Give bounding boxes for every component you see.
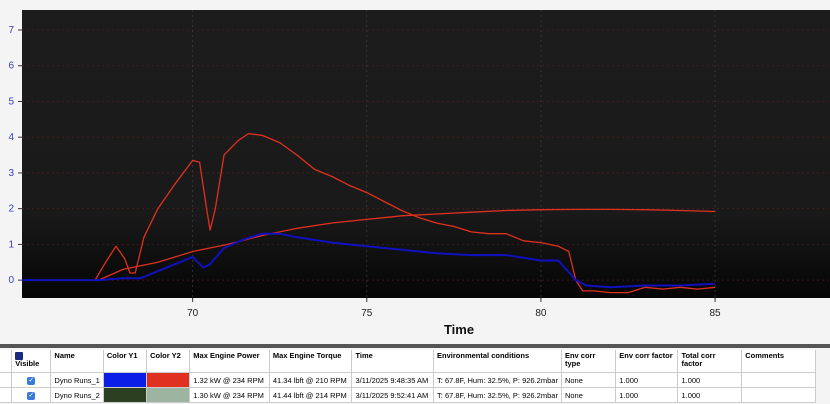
y-tick-label: 4 xyxy=(8,132,14,143)
column-header[interactable]: Max Engine Torque xyxy=(269,350,353,373)
comments-cell[interactable] xyxy=(741,372,816,388)
max-torque-cell: 41.44 lbft @ 214 RPM xyxy=(268,387,353,403)
total-corr-factor-cell: 1.000 xyxy=(677,372,743,388)
x-tick-label: 75 xyxy=(361,308,373,319)
x-tick-label: 85 xyxy=(710,308,722,319)
row-selector[interactable] xyxy=(0,372,13,388)
column-header[interactable]: Time xyxy=(351,350,435,373)
column-header-label: Name xyxy=(54,351,75,360)
visible-checkbox[interactable]: ✓ xyxy=(27,392,36,400)
visible-cell: ✓ xyxy=(11,372,52,388)
env-corr-type-cell: None xyxy=(560,387,617,403)
env-corr-factor-cell: 1.000 xyxy=(615,372,679,388)
dyno-chart: 0 1 2 3 4 5 6 7 70 75 80 85 Time xyxy=(8,10,830,337)
time-cell: 3/11/2025 9:48:35 AM xyxy=(351,372,435,388)
visible-checkbox[interactable]: ✓ xyxy=(27,377,36,385)
column-header[interactable]: Visible xyxy=(11,350,52,373)
color-y2-swatch[interactable] xyxy=(146,387,191,403)
total-corr-factor-cell: 1.000 xyxy=(677,387,743,403)
column-header[interactable]: Env corr factor xyxy=(615,350,679,373)
x-tick-label: 70 xyxy=(187,308,199,319)
column-header[interactable]: Total corr factor xyxy=(677,350,743,373)
y-tick-label: 2 xyxy=(8,204,14,215)
x-tick-label: 80 xyxy=(535,308,547,319)
column-header[interactable]: Comments xyxy=(741,350,816,373)
column-header-label: Max Engine Power xyxy=(193,351,260,360)
y-tick-label: 0 xyxy=(8,275,14,286)
y-tick-label: 5 xyxy=(8,96,14,107)
column-header-label: Color Y2 xyxy=(150,351,181,360)
column-header-label: Visible xyxy=(15,359,40,369)
color-y1-swatch[interactable] xyxy=(102,387,148,403)
y-tick-label: 7 xyxy=(8,25,14,36)
column-header[interactable]: Name xyxy=(50,350,104,373)
column-header[interactable]: Color Y1 xyxy=(103,350,148,373)
column-header-label: Max Engine Torque xyxy=(272,351,342,360)
series-line-2 xyxy=(22,208,716,281)
y-tick-label: 3 xyxy=(8,168,14,179)
name-cell: Dyno Runs_2 xyxy=(50,387,104,403)
column-header[interactable]: Env corr type xyxy=(561,350,617,373)
y-tick-label: 6 xyxy=(8,61,14,72)
name-cell: Dyno Runs_1 xyxy=(50,372,104,388)
runs-table: teVisible Name Color Y1 Color Y2 Max Engine … xyxy=(0,350,816,403)
series-line-1 xyxy=(22,132,716,294)
y-tick-label: 1 xyxy=(8,239,14,250)
splitter[interactable] xyxy=(0,344,830,348)
max-power-cell: 1.32 kW @ 234 RPM xyxy=(189,372,270,388)
plot-area[interactable] xyxy=(22,10,830,298)
table-row[interactable]: ✓ Dyno Runs_2 1.30 kW @ 234 RPM 41.44 lbft … xyxy=(0,387,816,403)
column-header-label: Comments xyxy=(745,351,785,360)
visible-cell: ✓ xyxy=(11,387,52,403)
color-y2-swatch[interactable] xyxy=(146,372,191,388)
env-conditions-cell: T: 67.8F, Hum: 32.5%, P: 926.2mbar xyxy=(433,387,562,403)
max-torque-cell: 41.34 lbft @ 210 RPM xyxy=(268,372,353,388)
column-header-label: Environmental conditions xyxy=(437,351,530,360)
series-line-3 xyxy=(22,232,716,289)
column-header-label: Time xyxy=(355,351,373,360)
row-selector[interactable] xyxy=(0,387,13,403)
env-corr-factor-cell: 1.000 xyxy=(615,387,679,403)
comments-cell[interactable] xyxy=(741,387,816,403)
time-cell: 3/11/2025 9:52:41 AM xyxy=(351,387,435,403)
column-header-label: Total corr factor xyxy=(681,351,716,368)
column-header-label: Env corr factor xyxy=(619,351,673,360)
x-axis-label: Time xyxy=(444,322,474,337)
max-power-cell: 1.30 kW @ 234 RPM xyxy=(189,387,270,403)
column-header[interactable]: te xyxy=(0,350,13,373)
env-conditions-cell: T: 67.8F, Hum: 32.5%, P: 926.2mbar xyxy=(433,372,562,388)
table-row[interactable]: ✓ Dyno Runs_1 1.32 kW @ 234 RPM 41.34 lbft … xyxy=(0,372,816,388)
column-header[interactable]: Max Engine Power xyxy=(189,350,270,373)
env-corr-type-cell: None xyxy=(560,372,617,388)
column-header-label: Color Y1 xyxy=(106,351,138,360)
color-y1-swatch[interactable] xyxy=(102,372,148,388)
column-header-label: Env corr type xyxy=(564,351,596,368)
visible-all-checkbox[interactable] xyxy=(15,352,24,361)
column-header[interactable]: Color Y2 xyxy=(146,350,191,373)
column-header[interactable]: Environmental conditions xyxy=(433,350,562,373)
